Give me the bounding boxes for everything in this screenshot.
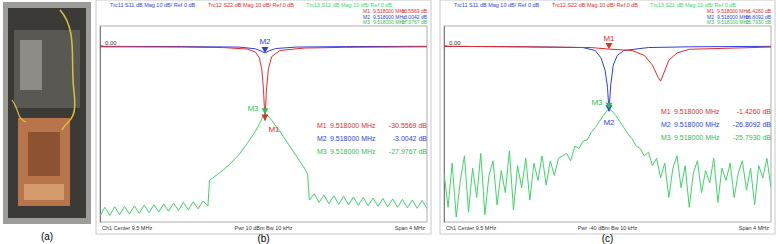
trace	[100, 114, 427, 216]
trace	[444, 109, 771, 217]
status-text: Pwr -40 dBm Bw 10 kHz	[578, 225, 638, 231]
marker-label: M1	[268, 125, 280, 134]
vna-panel: Trc11 S11 dB Mag 10 dB/ Ref 0 dB Trc12 S2…	[96, 0, 431, 244]
marker-label: M2	[259, 37, 271, 46]
y-tick: 0.00	[100, 40, 117, 46]
traces	[100, 46, 427, 216]
marker-readout: 9.518000 MHz	[674, 121, 720, 128]
board	[14, 30, 80, 108]
wire	[60, 10, 75, 130]
enclosure	[8, 8, 86, 218]
marker-readout: 9.518000 MHz	[330, 122, 376, 129]
marker-readout: M1	[317, 122, 327, 129]
marker-readout-small: M3	[363, 19, 370, 25]
marker-readout: -25.7930 dB	[733, 134, 771, 141]
marker-label: M3	[591, 98, 603, 107]
status-text: Ch1 Center 9.5 MHz	[446, 225, 496, 231]
marker-readout: -27.9767 dB	[389, 148, 427, 155]
marker-readout: 9.518000 MHz	[330, 135, 376, 142]
y-tick: 0.00	[444, 40, 461, 46]
screen	[96, 0, 431, 234]
marker-readout: M2	[317, 135, 327, 142]
y-axis-line	[444, 27, 445, 223]
marker	[605, 43, 612, 49]
marker-readout: M1	[661, 108, 671, 115]
marker	[261, 114, 268, 120]
caption: (c)	[602, 233, 614, 244]
y-tick-label: 0.00	[449, 40, 461, 46]
marker	[605, 103, 612, 109]
marker-label: M1	[603, 34, 615, 43]
copper-core	[28, 132, 60, 176]
status-text: Ch1 Center 9.5 MHz	[102, 225, 152, 231]
y-axis: 0.00	[100, 27, 117, 223]
legend-entry: Trc12 S22 dB Mag 10 dB/ Ref 0 dB	[552, 2, 638, 8]
trace	[100, 47, 427, 121]
marker-readout: M3	[661, 134, 671, 141]
vna-panel: Trc11 S11 dB Mag 10 dB/ Ref 0 dB Trc12 S2…	[440, 0, 775, 244]
traces	[444, 43, 771, 217]
marker-readout: 9.518000 MHz	[330, 148, 376, 155]
marker-readout: 9.518000 MHz	[674, 134, 720, 141]
y-tick-label: 0.00	[105, 40, 117, 46]
copper-block	[18, 118, 70, 206]
status-text: Span 4 MHz	[395, 225, 426, 231]
figure-svg: (a) Trc11 S11 dB Mag 10 dB/ Ref 0 dB Trc12…	[0, 0, 776, 244]
legend-entry: Trc11 S11 dB Mag 10 dB/ Ref 0 dB	[110, 2, 196, 8]
marker-readout: M2	[661, 121, 671, 128]
marker-readout: -1.4260 dB	[737, 108, 772, 115]
marker-label: M2	[603, 118, 615, 127]
marker-label: M3	[247, 104, 259, 113]
figure: (a) Trc11 S11 dB Mag 10 dB/ Ref 0 dB Trc12…	[0, 0, 776, 244]
marker-readout: M3	[317, 148, 327, 155]
marker-readout: -30.5569 dB	[389, 122, 427, 129]
marker-readout: -3.0042 dB	[393, 135, 428, 142]
screen	[440, 0, 775, 234]
marker-readout: 9.518000 MHz	[674, 108, 720, 115]
caption: (a)	[41, 231, 53, 242]
status-text: Pwr 10 dBm Bw 10 kHz	[235, 225, 293, 231]
caption: (b)	[257, 233, 269, 244]
plot-frame	[444, 26, 771, 222]
photo-frame	[3, 2, 91, 224]
marker-readout-small: M3	[707, 19, 714, 25]
legend-entry: Trc12 S22 dB Mag 10 dB/ Ref 0 dB	[208, 2, 294, 8]
trace	[444, 46, 771, 111]
marker	[261, 108, 268, 114]
trace	[444, 46, 771, 81]
wire	[12, 100, 26, 122]
marker	[261, 47, 268, 53]
marker-readout-small: -27.9767 dB	[400, 19, 428, 25]
copper-base	[24, 184, 64, 200]
component	[20, 40, 42, 90]
status-text: Span 4 MHz	[739, 225, 770, 231]
marker-readout-small: -25.7930 dB	[744, 19, 772, 25]
marker-readout: -26.8092 dB	[733, 121, 771, 128]
photo: (a)	[3, 2, 91, 242]
legend-entry: Trc11 S11 dB Mag 10 dB/ Ref 0 dB	[454, 2, 540, 8]
plot-frame	[100, 26, 427, 222]
y-axis-line	[100, 27, 101, 223]
